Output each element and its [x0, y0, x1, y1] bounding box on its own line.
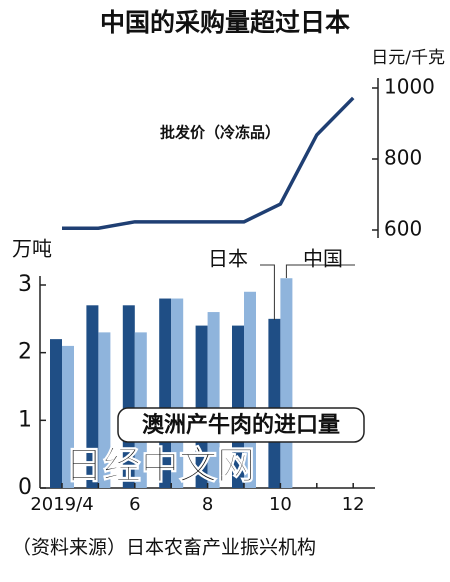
bar	[50, 339, 62, 488]
x-tick-label: 8	[202, 494, 213, 515]
y-tick-label: 2	[18, 340, 32, 365]
bar	[268, 318, 281, 488]
y-axis-unit: 日元/千克	[371, 48, 445, 68]
legend-label: 日本	[208, 247, 248, 271]
legend-leader	[260, 264, 275, 320]
bar	[195, 325, 208, 488]
annotation: 澳洲产牛肉的进口量	[142, 412, 340, 438]
y-tick-label: 600	[384, 217, 422, 241]
y-tick-label: 3	[18, 272, 32, 297]
legend-label: 中国	[303, 247, 343, 271]
x-tick-label: 10	[269, 494, 292, 515]
y-tick-label: 1	[18, 407, 32, 432]
bar	[207, 312, 220, 488]
y-tick-label: 1000	[384, 75, 435, 99]
bar	[280, 278, 293, 488]
source: （资料来源）日本农畜产业振兴机构	[12, 537, 316, 559]
y-axis-unit: 万吨	[12, 237, 52, 261]
y-tick-label: 0	[18, 475, 32, 500]
x-tick-label: 6	[129, 494, 140, 515]
x-tick-label: 2019/4	[30, 494, 93, 515]
watermark: 日经中文网	[65, 444, 255, 488]
bar	[98, 332, 111, 488]
bar	[232, 325, 244, 488]
line	[62, 96, 355, 230]
legend-leader	[285, 264, 355, 278]
x-tick-label: 12	[342, 494, 365, 515]
bar	[86, 305, 99, 488]
series-label: 批发价（冷冻品）	[160, 124, 280, 142]
y-tick-label: 800	[384, 146, 422, 170]
annotation-box	[117, 407, 365, 443]
chart-title: 中国的采购量超过日本	[100, 8, 350, 37]
bar	[62, 345, 74, 488]
